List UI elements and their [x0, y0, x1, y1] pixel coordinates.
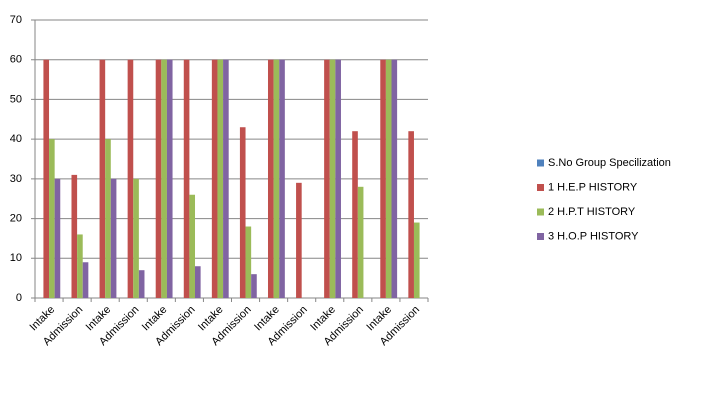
bar	[245, 226, 252, 298]
bar	[251, 274, 257, 298]
bar	[296, 182, 302, 298]
y-tick-label: 20	[10, 212, 22, 224]
legend-marker	[537, 159, 544, 167]
bar	[267, 59, 274, 298]
legend-label: 1 H.E.P HISTORY	[548, 181, 638, 193]
bar	[273, 59, 280, 298]
bar	[385, 59, 392, 298]
legend-label: S.No Group Specilization	[548, 157, 671, 169]
legend-label: 2 H.P.T HISTORY	[548, 206, 636, 218]
legend-marker	[537, 208, 544, 216]
bar	[413, 222, 420, 298]
bar	[138, 270, 145, 298]
bar	[329, 59, 336, 298]
y-tick-label: 10	[10, 252, 22, 264]
bar	[357, 186, 364, 298]
bar	[408, 131, 414, 298]
bar	[43, 59, 50, 298]
bar	[77, 234, 83, 298]
bar	[380, 59, 386, 298]
bar	[161, 59, 167, 298]
bar	[352, 131, 358, 298]
bar	[166, 59, 173, 298]
bar	[110, 178, 117, 298]
y-tick-label: 50	[10, 93, 22, 105]
bar	[127, 59, 134, 298]
y-tick-label: 40	[10, 133, 22, 145]
bar	[391, 59, 398, 298]
bar	[195, 266, 201, 298]
bar	[49, 139, 55, 298]
bar	[217, 59, 224, 298]
bar	[155, 59, 162, 298]
bar	[99, 59, 106, 298]
bar	[324, 59, 330, 298]
bar	[71, 174, 78, 298]
bar	[183, 59, 190, 298]
y-tick-label: 0	[16, 292, 22, 304]
bar	[54, 178, 61, 298]
bar	[223, 59, 229, 298]
y-tick-label: 70	[10, 14, 22, 26]
bar	[105, 139, 111, 298]
legend-label: 3 H.O.P HISTORY	[548, 230, 639, 242]
y-tick-label: 60	[10, 54, 22, 66]
bar	[189, 194, 196, 298]
bar	[335, 59, 341, 298]
legend-marker	[537, 184, 544, 191]
y-tick-label: 30	[10, 173, 22, 185]
bar	[133, 178, 139, 298]
bar	[82, 262, 89, 298]
bar	[239, 127, 246, 298]
legend-marker	[537, 233, 544, 240]
bar	[279, 59, 285, 298]
bar	[211, 59, 218, 298]
